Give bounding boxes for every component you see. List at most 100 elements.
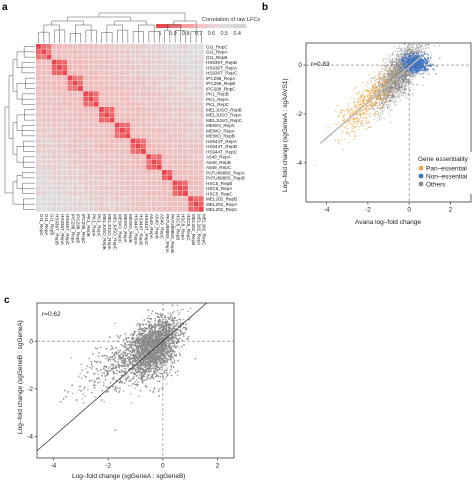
- heatmap-cell: [46, 206, 52, 212]
- heatmap-cell: [88, 201, 94, 207]
- heatmap-cell: [104, 159, 110, 165]
- scatter-point-pan-essential: [370, 105, 372, 108]
- scatter-point-pan-essential: [371, 102, 373, 104]
- color-legend-swatch: [156, 24, 170, 28]
- heatmap-column-label: PK1_RepA: [91, 214, 96, 238]
- scatter-point-non-essential: [400, 60, 402, 62]
- scatter-point-pan-essential: [335, 124, 338, 126]
- scatter-point-pan-essential: [342, 130, 344, 132]
- heatmap-cell: [167, 70, 173, 76]
- heatmap-cell: [83, 117, 89, 123]
- scatter-point-non-essential: [404, 65, 406, 67]
- heatmap-cell: [151, 143, 157, 149]
- scatter-point-pan-essential: [359, 112, 362, 114]
- color-legend-swatch: [207, 24, 221, 28]
- scatter-point-pan-essential: [368, 102, 370, 104]
- scatter-point-other: [408, 39, 409, 40]
- scatter-point-other: [420, 39, 421, 40]
- scatter-point-other: [396, 69, 398, 71]
- heatmap-column-label: A549_RepC: [160, 214, 165, 240]
- heatmap-cell: [36, 91, 41, 97]
- scatter-point-pan-essential: [355, 106, 357, 108]
- heatmap-cell: [51, 138, 57, 144]
- scatter-point-other: [388, 54, 390, 56]
- heatmap-cell: [198, 185, 204, 191]
- scatter-point-other: [374, 116, 376, 118]
- scatter-point-other: [394, 99, 396, 101]
- heatmap-cell: [183, 70, 188, 76]
- scatter-point-other: [391, 91, 393, 93]
- scatter-point-other: [401, 91, 403, 93]
- scatter-point-other: [402, 95, 404, 97]
- scatter-point-other: [392, 82, 394, 84]
- heatmap-cell: [156, 196, 162, 202]
- heatmap-cell: [198, 143, 204, 149]
- scatter-point-pan-essential: [374, 92, 377, 94]
- heatmap-cell: [198, 170, 204, 175]
- scatter-point-other: [404, 48, 406, 50]
- scatter-point-other: [395, 90, 398, 92]
- heatmap-row-label: A549_RepA: [206, 155, 232, 160]
- heatmap-cell: [135, 180, 141, 186]
- heatmap-cell: [135, 138, 141, 144]
- scatter-point-other: [401, 79, 403, 81]
- heatmap-cell: [125, 59, 131, 65]
- heatmap-cell: [177, 133, 183, 139]
- heatmap-column-label: MEL202_RepC: [202, 214, 207, 246]
- heatmap-cell: [46, 149, 52, 154]
- scatter-point-other: [409, 86, 411, 88]
- scatter-point-other: [360, 96, 362, 99]
- scatter-point-pan-essential: [371, 106, 373, 108]
- heatmap-cell: [62, 133, 68, 139]
- heatmap-cell: [156, 122, 162, 128]
- scatter-point-other: [387, 80, 389, 82]
- heatmap-column-labels: GI1_RepC GI1_RepA GI1_RepB HS936T_RepB HS936…: [39, 214, 207, 254]
- scatter-point-pan-essential: [373, 101, 375, 103]
- heatmap-cell: [188, 44, 194, 49]
- heatmap-cell: [183, 180, 188, 186]
- heatmap-column-label: HSC5_RepB: [175, 214, 180, 240]
- scatter-point-pan-essential: [369, 88, 371, 90]
- heatmap-cell: [109, 44, 115, 49]
- scatter-point-other: [378, 118, 380, 120]
- scatter-point-pan-essential: [395, 80, 397, 82]
- heatmap-cell: [188, 175, 194, 181]
- heatmap-cell: [130, 107, 136, 112]
- heatmap-cell: [36, 175, 41, 181]
- scatter-point-other: [435, 31, 436, 32]
- scatter-point-other: [413, 46, 415, 48]
- scatter-point-other: [390, 87, 392, 89]
- scatter-point-other: [377, 88, 379, 90]
- scatter-point-other: [386, 79, 388, 81]
- scatter-point-other: [409, 51, 411, 53]
- heatmap-cell: [99, 143, 104, 149]
- scatter-point-pan-essential: [383, 80, 385, 82]
- scatter-point-other: [398, 77, 400, 80]
- heatmap-cell: [62, 91, 68, 97]
- heatmap-cell: [51, 112, 57, 118]
- heatmap-cell: [172, 54, 178, 60]
- heatmap-cell: [135, 191, 141, 196]
- scatter-point-other: [377, 90, 379, 92]
- heatmap-row-label: MEL202_RepA: [206, 202, 238, 207]
- heatmap-cell: [146, 138, 152, 144]
- heatmap-cell: [78, 206, 83, 212]
- scatter-point-pan-essential: [380, 100, 382, 102]
- scatter-point-other: [388, 100, 390, 102]
- scatter-point-pan-essential: [380, 107, 383, 110]
- scatter-point-other: [414, 50, 416, 52]
- heatmap-cell: [62, 143, 68, 149]
- heatmap-cell: [146, 54, 152, 60]
- scatter-point-pan-essential: [384, 92, 386, 94]
- scatter-point-other: [394, 94, 396, 96]
- scatter-point-pan-essential: [363, 98, 365, 100]
- heatmap-cell: [93, 191, 99, 196]
- scatter-point-non-essential: [406, 58, 409, 60]
- heatmap-cell: [141, 54, 146, 60]
- heatmap-cell: [177, 107, 183, 112]
- scatter-panel-b: -4 -2 0 20-2-4 r=0.83 Avana log–fold change…: [282, 31, 474, 226]
- scatter-point-other: [406, 78, 408, 80]
- scatter-point-pan-essential: [386, 89, 389, 91]
- heatmap-cell: [36, 206, 41, 212]
- heatmap-cell: [198, 86, 204, 91]
